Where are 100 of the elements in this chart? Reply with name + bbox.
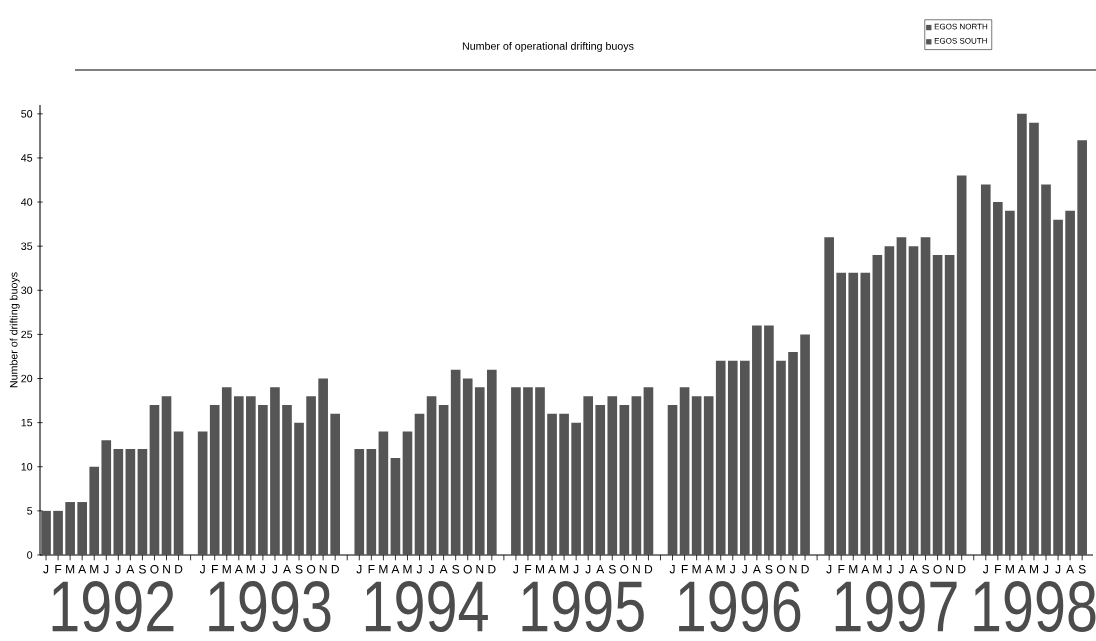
text: 1992: [52, 581, 174, 633]
x-tick-label: S: [295, 565, 303, 574]
y-tick-label: 15: [21, 418, 33, 427]
text: 1998: [974, 581, 1096, 633]
x-tick-label: S: [922, 565, 930, 574]
x-tick-label: D: [958, 565, 966, 574]
bar: [233, 396, 244, 555]
x-tick-label: O: [933, 565, 942, 574]
x-tick-label: M: [849, 565, 858, 574]
x-tick-label: D: [488, 565, 496, 574]
x-tick-label: M: [222, 565, 231, 574]
bar: [330, 413, 341, 555]
bar: [691, 396, 702, 555]
x-tick-label: A: [548, 565, 557, 574]
x-tick-label: J: [826, 565, 832, 574]
x-tick-label: N: [476, 565, 484, 574]
bar: [523, 387, 533, 555]
bar: [727, 360, 738, 555]
bar: [462, 378, 473, 555]
bar: [788, 352, 798, 555]
legend-label: EGOS SOUTH: [934, 38, 987, 44]
x-tick-label: M: [246, 565, 255, 574]
y-tick-label: 45: [21, 154, 33, 162]
bar: [41, 510, 51, 555]
bar: [270, 387, 280, 555]
bar: [402, 431, 413, 555]
x-tick-label: S: [1078, 565, 1086, 574]
bar: [101, 440, 112, 555]
text: 1997: [835, 581, 957, 633]
x-tick-label: M: [90, 565, 99, 574]
x-tick-label: A: [909, 565, 918, 574]
x-tick-label: A: [78, 565, 87, 574]
x-tick-label: A: [1066, 565, 1075, 574]
bar: [752, 325, 762, 555]
y-axis-title: Number of drifting buoys: [9, 272, 20, 388]
bar: [583, 396, 594, 555]
x-tick-label: J: [1043, 565, 1049, 574]
y-tick-label: 25: [21, 330, 33, 339]
x-tick-label: A: [234, 565, 243, 574]
bar: [932, 254, 943, 555]
bar: [607, 396, 618, 555]
x-tick-label: J: [356, 565, 362, 574]
text: 1993: [209, 581, 331, 633]
bar: [390, 457, 401, 555]
bar: [547, 413, 557, 555]
bar: [1041, 184, 1051, 555]
chart-title: Number of operational drifting buoys: [462, 42, 634, 52]
bar: [1017, 113, 1027, 555]
x-tick-label: A: [1017, 565, 1026, 574]
x-tick-label: M: [66, 565, 75, 574]
y-tick-label: 5: [27, 507, 33, 515]
bar: [414, 413, 425, 555]
x-tick-label: D: [331, 565, 339, 574]
bar: [559, 413, 569, 555]
x-tick-label: O: [150, 565, 159, 574]
bar: [535, 387, 545, 555]
x-tick-label: F: [838, 565, 845, 574]
bar: [354, 449, 365, 555]
bar: [824, 237, 834, 555]
x-tick-label: J: [43, 565, 49, 574]
x-tick-label: F: [995, 565, 1002, 574]
x-tick-label: N: [319, 565, 327, 574]
bar: [703, 396, 714, 555]
text: 1994: [365, 581, 488, 633]
x-tick-label: A: [752, 565, 761, 574]
x-tick-label: O: [306, 565, 316, 574]
bar: [1077, 140, 1087, 555]
x-tick-label: N: [163, 565, 170, 574]
legend-label: EGOS NORTH: [934, 23, 988, 30]
bar: [908, 246, 919, 555]
bar: [450, 369, 461, 555]
bar: [306, 396, 316, 555]
x-tick-label: M: [403, 565, 412, 574]
bar: [619, 404, 630, 555]
x-tick-label: S: [608, 565, 616, 574]
bar: [113, 449, 124, 555]
x-tick-label: N: [789, 565, 797, 574]
bar: [993, 202, 1003, 555]
x-tick-label: D: [175, 565, 183, 574]
bar: [860, 272, 871, 555]
bar: [715, 360, 726, 555]
bar: [438, 404, 449, 555]
x-tick-label: S: [138, 565, 146, 574]
x-tick-label: J: [428, 565, 434, 574]
y-tick-label: 30: [21, 286, 33, 295]
bar: [872, 254, 883, 555]
x-tick-label: J: [729, 565, 735, 574]
bar: [571, 422, 581, 555]
bar: [209, 404, 220, 555]
x-tick-label: J: [260, 565, 265, 574]
bar: [920, 237, 931, 555]
bar: [896, 237, 907, 555]
bar: [258, 404, 268, 555]
x-tick-label: A: [704, 565, 713, 574]
bar: [378, 431, 389, 555]
bar: [764, 325, 774, 555]
x-tick-label: J: [272, 565, 278, 574]
x-tick-label: J: [982, 565, 988, 574]
x-tick-label: F: [55, 565, 62, 574]
bar: [980, 184, 991, 555]
